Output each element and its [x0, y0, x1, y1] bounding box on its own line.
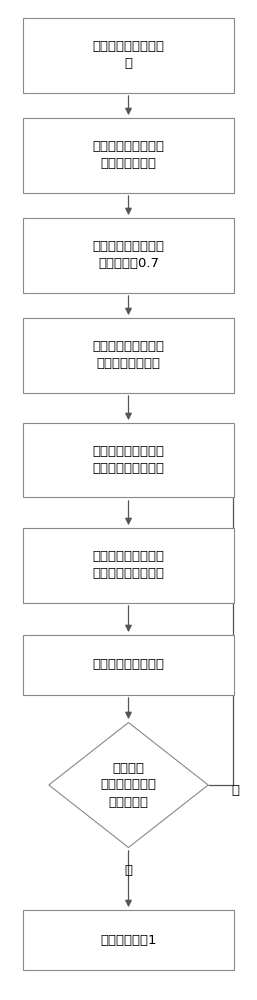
Text: 越靠近开卷机的活套
的调节系数取值越小: 越靠近开卷机的活套 的调节系数取值越小 — [93, 445, 164, 475]
Text: 控制芯片设定活套卷
扬力矩调节参数: 控制芯片设定活套卷 扬力矩调节参数 — [93, 140, 164, 170]
Text: 加速度变化死区取值: 加速度变化死区取值 — [93, 658, 164, 672]
Text: 越靠近卷取机的活套
的调节系数取值越大: 越靠近卷取机的活套 的调节系数取值越大 — [93, 550, 164, 580]
FancyBboxPatch shape — [23, 18, 234, 93]
Text: 否: 否 — [231, 784, 239, 796]
FancyBboxPatch shape — [23, 635, 234, 695]
Text: 控制芯片接收带钢参
数: 控制芯片接收带钢参 数 — [93, 40, 164, 70]
FancyBboxPatch shape — [23, 117, 234, 192]
FancyBboxPatch shape — [23, 218, 234, 292]
FancyBboxPatch shape — [23, 318, 234, 392]
Text: 调节系数设为1: 调节系数设为1 — [100, 934, 157, 946]
Text: 带钢恒速运行时调节
系数取值为0.7: 带钢恒速运行时调节 系数取值为0.7 — [93, 240, 164, 270]
Text: 是: 是 — [124, 863, 133, 876]
Text: 带钢加减速时调大所
有活套的调节系数: 带钢加减速时调大所 有活套的调节系数 — [93, 340, 164, 370]
Polygon shape — [49, 722, 208, 848]
FancyBboxPatch shape — [23, 422, 234, 497]
Text: 带钢加速
度＞加速度变化
死区范围？: 带钢加速 度＞加速度变化 死区范围？ — [100, 762, 157, 808]
FancyBboxPatch shape — [23, 527, 234, 602]
FancyBboxPatch shape — [23, 910, 234, 970]
